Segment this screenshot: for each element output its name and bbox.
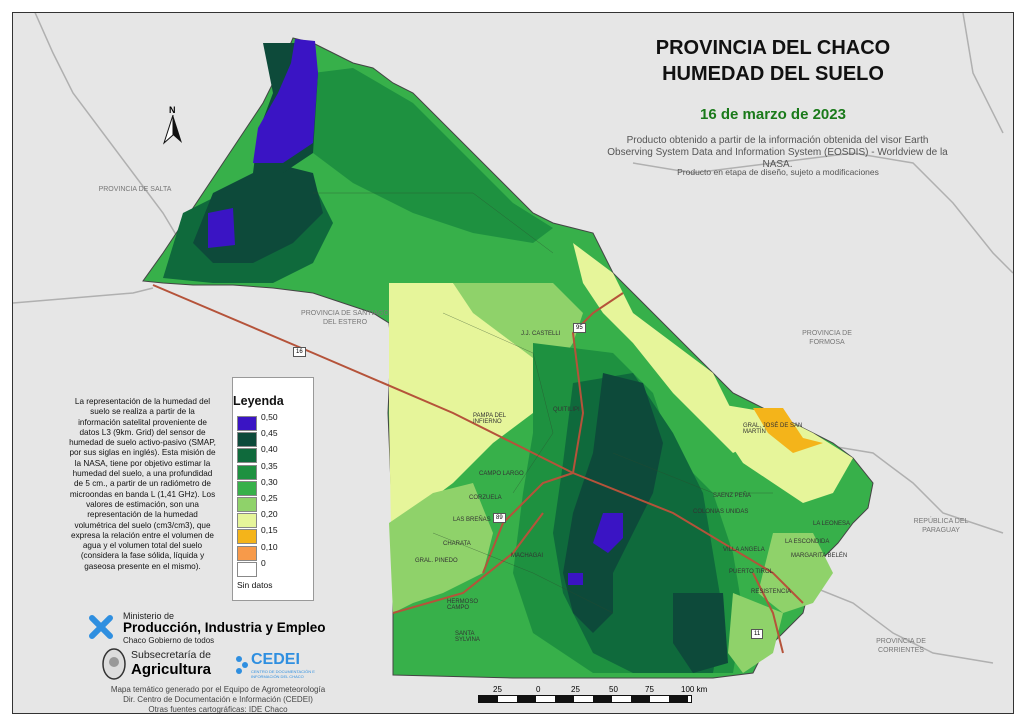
legend-label: 0,30: [261, 476, 278, 487]
scale-bar: [478, 695, 692, 703]
north-arrow-icon: [162, 115, 182, 145]
town-label: MACHAGAI: [511, 553, 544, 559]
subsec-small: Subsecretaría de: [131, 649, 211, 661]
cedei-logo-icon: [236, 656, 248, 674]
moisture-zones: [163, 39, 853, 673]
legend-label: 0: [261, 557, 266, 568]
title-line1: PROVINCIA DEL CHACO: [655, 37, 891, 59]
note-text: Producto en etapa de diseño, sujeto a mo…: [677, 167, 879, 177]
scale-label: 50: [609, 685, 618, 694]
legend-swatch: [237, 464, 257, 480]
credits-line1: Mapa temático generado por el Equipo de …: [110, 685, 326, 694]
legend-title: Leyenda: [233, 394, 284, 408]
cedei-main: CEDEI: [251, 651, 300, 668]
town-label: CAMPO LARGO: [479, 471, 524, 477]
town-label: PAMPA DEL INFIERNO: [473, 413, 506, 425]
legend-label: 0,40: [261, 444, 278, 455]
label-paraguay: REPÚBLICA DEL PARAGUAY: [913, 518, 969, 534]
north-label: N: [169, 105, 176, 115]
scale-label: 100 km: [681, 685, 708, 694]
route-marker: 95: [573, 323, 586, 333]
ministry-main: Producción, Industria y Empleo: [123, 620, 326, 635]
description-text: La representación de la humedad del suel…: [69, 397, 216, 571]
map-canvas: [13, 13, 1013, 679]
town-label: LA ESCONDIDA: [785, 539, 830, 545]
town-label: VILLA ANGELA: [723, 547, 765, 553]
route-marker: 89: [493, 513, 506, 523]
town-label: J.J. CASTELLI: [521, 331, 561, 337]
scale-label: 0: [536, 685, 541, 694]
town-label: GRAL. JOSÉ DE SAN MARTÍN: [743, 423, 803, 435]
legend: Leyenda 0,50 0,45 0,40 0,35 0,30 0,25 0,20 0,15…: [232, 377, 314, 601]
label-formosa: PROVINCIA DE FORMOSA: [802, 330, 852, 346]
town-label: LA LEONESA: [813, 521, 851, 527]
label-santiago: PROVINCIA DE SANTIAGO DEL ESTERO: [301, 310, 389, 326]
roads: [152, 284, 804, 654]
label-corrientes: PROVINCIA DE CORRIENTES: [876, 638, 926, 654]
source-text: Producto obtenido a partir de la informa…: [607, 135, 948, 170]
title-line2: HUMEDAD DEL SUELO: [662, 63, 884, 85]
town-label: MARGARITA BELÉN: [791, 553, 848, 559]
legend-swatch: [237, 448, 257, 464]
legend-swatch: [237, 432, 257, 448]
town-label: SANTA SYLVINA: [455, 631, 480, 643]
town-label: QUITILIPI: [553, 407, 580, 413]
legend-swatch: [237, 480, 257, 496]
scale-label: 25: [571, 685, 580, 694]
north-arrow: N: [160, 105, 186, 145]
legend-label: 0,10: [261, 541, 278, 552]
legend-swatch: [237, 416, 257, 431]
legend-label: 0,50: [261, 412, 278, 422]
legend-label: 0,25: [261, 493, 278, 503]
credits-line2: Dir. Centro de Documentación e Informaci…: [123, 695, 313, 704]
subsec-main: Agricultura: [131, 661, 212, 678]
legend-swatch: [237, 561, 257, 577]
town-label: PUERTO TIROL: [729, 569, 774, 575]
route-marker: 11: [751, 629, 764, 639]
legend-swatch: [237, 497, 257, 512]
town-label: GRAL. PINEDO: [415, 558, 458, 564]
credits: Mapa temático generado por el Equipo de …: [73, 685, 363, 714]
label-salta: PROVINCIA DE SALTA: [98, 186, 172, 193]
town-label: COLONIAS UNIDAS: [693, 509, 749, 515]
map-frame: PROVINCIA DEL CHACO HUMEDAD DEL SUELO 16…: [12, 12, 1014, 714]
ministry-sub: Chaco Gobierno de todos: [123, 636, 215, 645]
town-label: SAENZ PEÑA: [713, 493, 752, 499]
legend-swatch: [237, 545, 257, 561]
town-label: CORZUELA: [469, 495, 502, 501]
legend-label: Sin datos: [237, 580, 273, 590]
map-date: 16 de marzo de 2023: [700, 106, 846, 123]
neighbor-boundaries: [13, 13, 1013, 664]
credits-line3: Otras fuentes cartográficas: IDE Chaco: [148, 705, 288, 714]
legend-swatch: [237, 513, 257, 529]
legend-swatch: [237, 529, 257, 545]
logos: Ministerio de Producción, Industria y Em…: [89, 611, 339, 696]
town-label: CHARATA: [443, 541, 471, 547]
ministry-logo-icon: [89, 615, 113, 639]
chaco-seal-icon: [102, 648, 126, 680]
scale-label: 25: [493, 685, 502, 694]
cedei-sub: CENTRO DE DOCUMENTACIÓN E INFORMACIÓN DE…: [251, 669, 315, 679]
ministry-small: Ministerio de: [123, 611, 175, 621]
legend-label: 0,35: [261, 460, 278, 471]
town-label: LAS BREÑAS: [453, 517, 491, 523]
legend-label: 0,20: [261, 509, 278, 520]
legend-label: 0,45: [261, 428, 278, 439]
route-marker: 16: [293, 347, 306, 357]
scale-label: 75: [645, 685, 654, 694]
town-label: RESISTENCIA: [751, 589, 792, 595]
legend-label: 0,15: [261, 525, 278, 536]
town-label: HERMOSO CAMPO: [447, 599, 479, 611]
